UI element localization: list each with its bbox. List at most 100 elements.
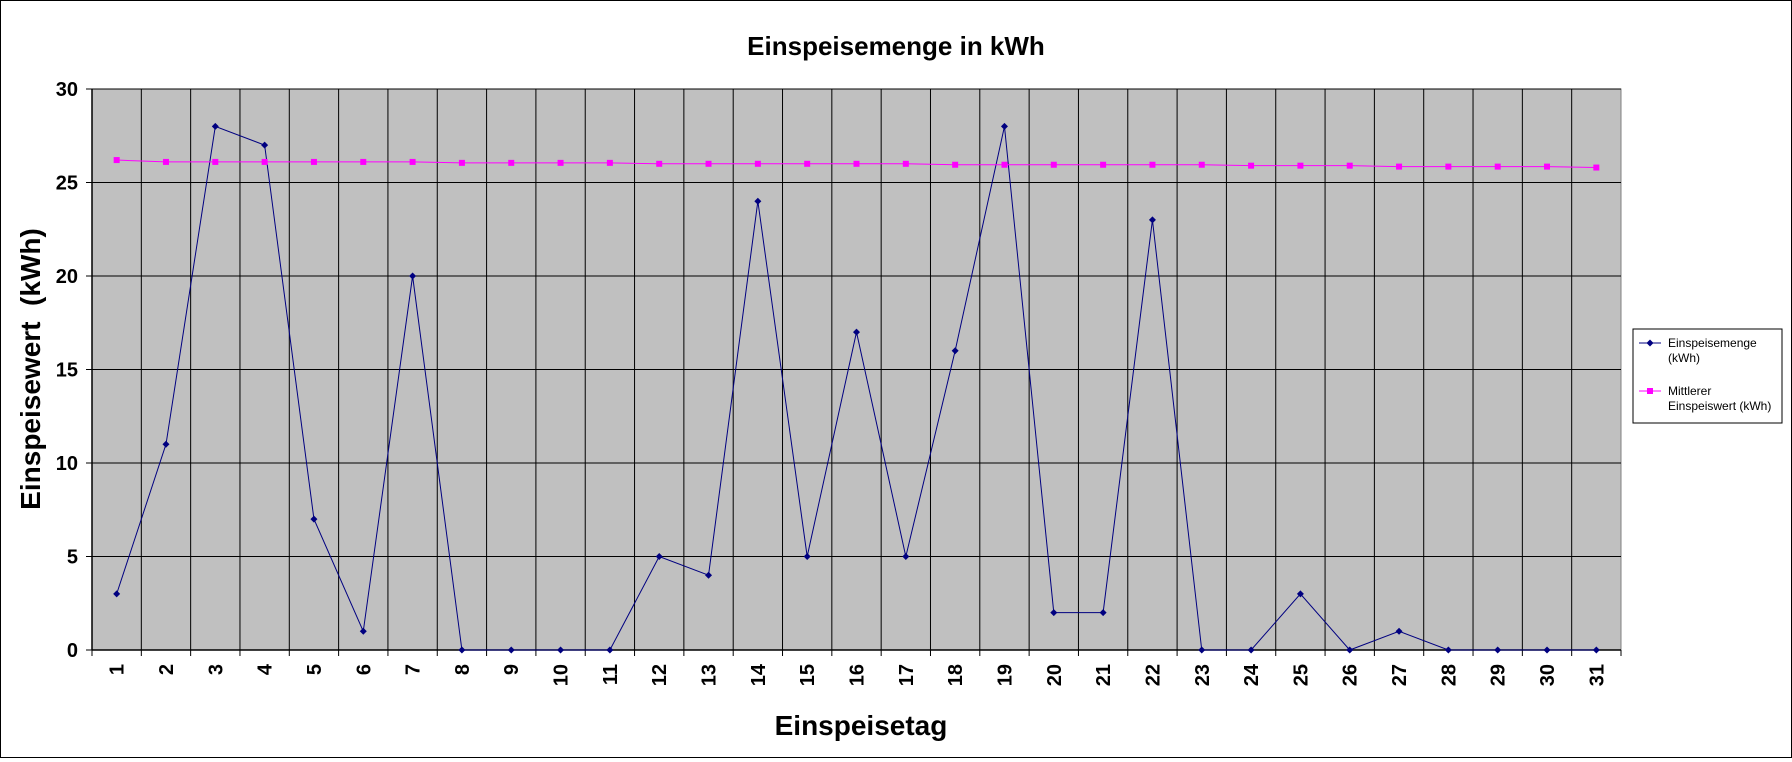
data-point bbox=[1050, 161, 1057, 168]
data-point bbox=[1494, 646, 1502, 654]
x-tick-label: 2 bbox=[156, 664, 178, 675]
y-tick-label: 0 bbox=[67, 640, 78, 662]
data-point bbox=[1445, 163, 1452, 170]
y-axis-title: Einspeisewert (kWh) bbox=[15, 228, 46, 510]
x-tick-label: 19 bbox=[994, 664, 1016, 686]
x-tick-label: 24 bbox=[1241, 663, 1263, 686]
data-point bbox=[1000, 122, 1008, 130]
data-point bbox=[458, 646, 466, 654]
data-point bbox=[1346, 162, 1353, 169]
x-tick-label: 20 bbox=[1044, 664, 1066, 686]
data-point bbox=[507, 646, 515, 654]
data-point bbox=[803, 553, 811, 560]
data-point bbox=[1297, 162, 1304, 169]
x-tick-label: 14 bbox=[748, 663, 770, 686]
x-tick-label: 13 bbox=[699, 664, 721, 686]
data-point bbox=[212, 158, 219, 165]
x-axis-title: Einspeisetag bbox=[775, 710, 948, 741]
data-point bbox=[754, 197, 762, 205]
data-point bbox=[853, 160, 860, 167]
data-point bbox=[1148, 216, 1156, 224]
data-point bbox=[754, 160, 761, 167]
x-tick-label: 9 bbox=[501, 664, 523, 675]
data-point bbox=[606, 646, 614, 654]
data-point bbox=[1396, 163, 1403, 170]
x-tick-label: 11 bbox=[600, 664, 622, 685]
data-point bbox=[1592, 646, 1600, 654]
x-tick-label: 22 bbox=[1142, 664, 1164, 686]
chart-title: Einspeisemenge in kWh bbox=[747, 31, 1045, 61]
data-point bbox=[1247, 646, 1255, 654]
data-point bbox=[951, 347, 959, 355]
x-tick-label: 10 bbox=[551, 664, 573, 686]
x-tick-label: 26 bbox=[1340, 664, 1362, 686]
y-axis-ticks: 0 5 10 15 20 25 30 bbox=[56, 79, 92, 662]
x-tick-label: 3 bbox=[205, 664, 227, 675]
data-point bbox=[1099, 609, 1107, 617]
x-tick-label: 1 bbox=[107, 664, 129, 675]
x-tick-label: 7 bbox=[403, 664, 425, 675]
data-point bbox=[1544, 163, 1551, 170]
data-point bbox=[656, 160, 663, 167]
data-point bbox=[310, 515, 318, 523]
data-point bbox=[162, 440, 170, 448]
data-point bbox=[113, 157, 120, 164]
x-tick-label: 5 bbox=[304, 664, 326, 675]
x-tick-label: 31 bbox=[1586, 664, 1608, 686]
legend-label: Einspeisemenge bbox=[1668, 336, 1757, 350]
x-tick-label: 16 bbox=[847, 664, 869, 686]
y-tick-label: 10 bbox=[56, 453, 78, 475]
x-tick-label: 8 bbox=[452, 664, 474, 675]
x-tick-label: 30 bbox=[1537, 664, 1559, 686]
x-tick-label: 12 bbox=[649, 664, 671, 686]
data-point bbox=[1198, 161, 1205, 168]
data-point bbox=[458, 159, 465, 166]
y-tick-label: 30 bbox=[56, 79, 78, 101]
x-tick-label: 21 bbox=[1093, 664, 1115, 686]
data-point bbox=[1296, 590, 1304, 598]
x-tick-label: 25 bbox=[1290, 664, 1312, 686]
data-point bbox=[902, 160, 909, 167]
x-tick-label: 23 bbox=[1192, 664, 1214, 686]
data-point bbox=[1198, 646, 1206, 654]
series-2 bbox=[113, 157, 1600, 171]
data-point bbox=[1050, 609, 1058, 617]
legend-label: Einspeiswert (kWh) bbox=[1668, 399, 1771, 413]
data-point bbox=[1001, 161, 1008, 168]
legend-label: Mittlerer bbox=[1668, 384, 1711, 398]
x-axis-ticks: 1 2 3 4 5 6 7 8 9 10 11 12 13 14 15 16 17 18 19 20 21 22 23 24 2… bbox=[91, 650, 1622, 686]
data-point bbox=[557, 159, 564, 166]
data-point bbox=[1395, 627, 1403, 635]
data-point bbox=[804, 160, 811, 167]
data-point bbox=[1494, 163, 1501, 170]
data-point bbox=[1444, 646, 1452, 654]
data-point bbox=[606, 159, 613, 166]
y-tick-label: 5 bbox=[67, 547, 78, 569]
y-tick-label: 15 bbox=[56, 360, 78, 382]
data-point bbox=[409, 158, 416, 165]
data-point bbox=[1100, 161, 1107, 168]
data-point bbox=[705, 571, 713, 579]
legend-marker bbox=[1647, 388, 1653, 394]
data-point bbox=[952, 161, 959, 168]
data-point bbox=[853, 328, 860, 336]
x-tick-label: 15 bbox=[797, 664, 819, 686]
data-point bbox=[211, 122, 219, 130]
x-tick-label: 29 bbox=[1488, 664, 1510, 686]
x-tick-label: 6 bbox=[353, 664, 375, 675]
legend-item-1: Einspeisemenge(kWh) bbox=[1639, 336, 1757, 365]
data-point bbox=[705, 160, 712, 167]
gridlines bbox=[92, 88, 1621, 650]
data-point bbox=[1593, 164, 1600, 171]
series-1 bbox=[113, 122, 1600, 654]
data-point bbox=[310, 158, 317, 165]
legend-marker bbox=[1646, 339, 1654, 347]
x-tick-label: 4 bbox=[255, 663, 277, 675]
legend: Einspeisemenge(kWh) MittlererEinspeiswert… bbox=[1632, 328, 1783, 424]
data-point bbox=[261, 141, 269, 149]
x-tick-label: 17 bbox=[896, 664, 918, 686]
data-point bbox=[655, 553, 663, 560]
